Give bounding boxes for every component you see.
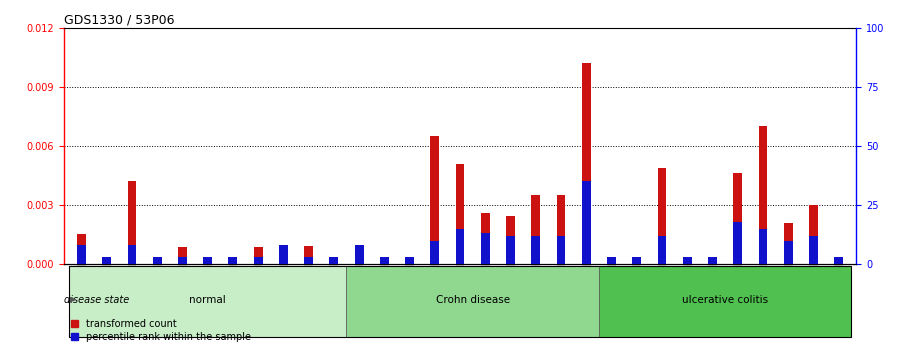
Bar bbox=[102, 257, 111, 264]
Bar bbox=[708, 257, 717, 264]
Text: disease state: disease state bbox=[64, 295, 129, 305]
Bar bbox=[430, 136, 439, 264]
Bar bbox=[203, 257, 212, 264]
Bar bbox=[783, 240, 793, 264]
Bar bbox=[229, 257, 237, 264]
Bar bbox=[531, 236, 540, 264]
Bar bbox=[582, 63, 590, 264]
Bar bbox=[77, 245, 86, 264]
FancyBboxPatch shape bbox=[346, 266, 599, 337]
Bar bbox=[77, 234, 86, 264]
Bar bbox=[607, 257, 616, 264]
Bar bbox=[733, 221, 742, 264]
Bar bbox=[456, 164, 465, 264]
Bar bbox=[304, 257, 313, 264]
Bar bbox=[683, 257, 691, 264]
Bar bbox=[481, 234, 490, 264]
Bar bbox=[809, 236, 818, 264]
Bar bbox=[783, 223, 793, 264]
Bar bbox=[456, 229, 465, 264]
Bar bbox=[354, 247, 363, 264]
Bar bbox=[405, 257, 414, 264]
Bar bbox=[834, 257, 843, 264]
FancyBboxPatch shape bbox=[69, 266, 346, 337]
Text: normal: normal bbox=[189, 295, 226, 305]
Bar bbox=[481, 213, 490, 264]
Bar bbox=[304, 246, 313, 264]
Bar bbox=[557, 195, 566, 264]
Bar bbox=[253, 247, 262, 264]
Text: ulcerative colitis: ulcerative colitis bbox=[682, 295, 768, 305]
Bar bbox=[658, 236, 667, 264]
Bar bbox=[430, 240, 439, 264]
Bar bbox=[279, 245, 288, 264]
Bar bbox=[178, 257, 187, 264]
Bar bbox=[354, 245, 363, 264]
Bar bbox=[178, 247, 187, 264]
Legend: transformed count, percentile rank within the sample: transformed count, percentile rank withi… bbox=[68, 317, 253, 344]
Bar bbox=[759, 229, 767, 264]
Bar bbox=[531, 195, 540, 264]
Bar bbox=[658, 168, 667, 264]
Bar bbox=[733, 174, 742, 264]
Text: Crohn disease: Crohn disease bbox=[435, 295, 510, 305]
Bar bbox=[507, 216, 515, 264]
Bar bbox=[582, 181, 590, 264]
FancyBboxPatch shape bbox=[599, 266, 851, 337]
Bar bbox=[507, 236, 515, 264]
Bar bbox=[380, 257, 389, 264]
Bar bbox=[253, 257, 262, 264]
Bar bbox=[128, 245, 137, 264]
Bar bbox=[759, 126, 767, 264]
Bar bbox=[809, 205, 818, 264]
Bar bbox=[557, 236, 566, 264]
Bar bbox=[279, 246, 288, 264]
Bar bbox=[330, 257, 338, 264]
Bar bbox=[632, 257, 641, 264]
Bar bbox=[153, 257, 161, 264]
Text: GDS1330 / 53P06: GDS1330 / 53P06 bbox=[64, 13, 174, 27]
Bar bbox=[128, 181, 137, 264]
